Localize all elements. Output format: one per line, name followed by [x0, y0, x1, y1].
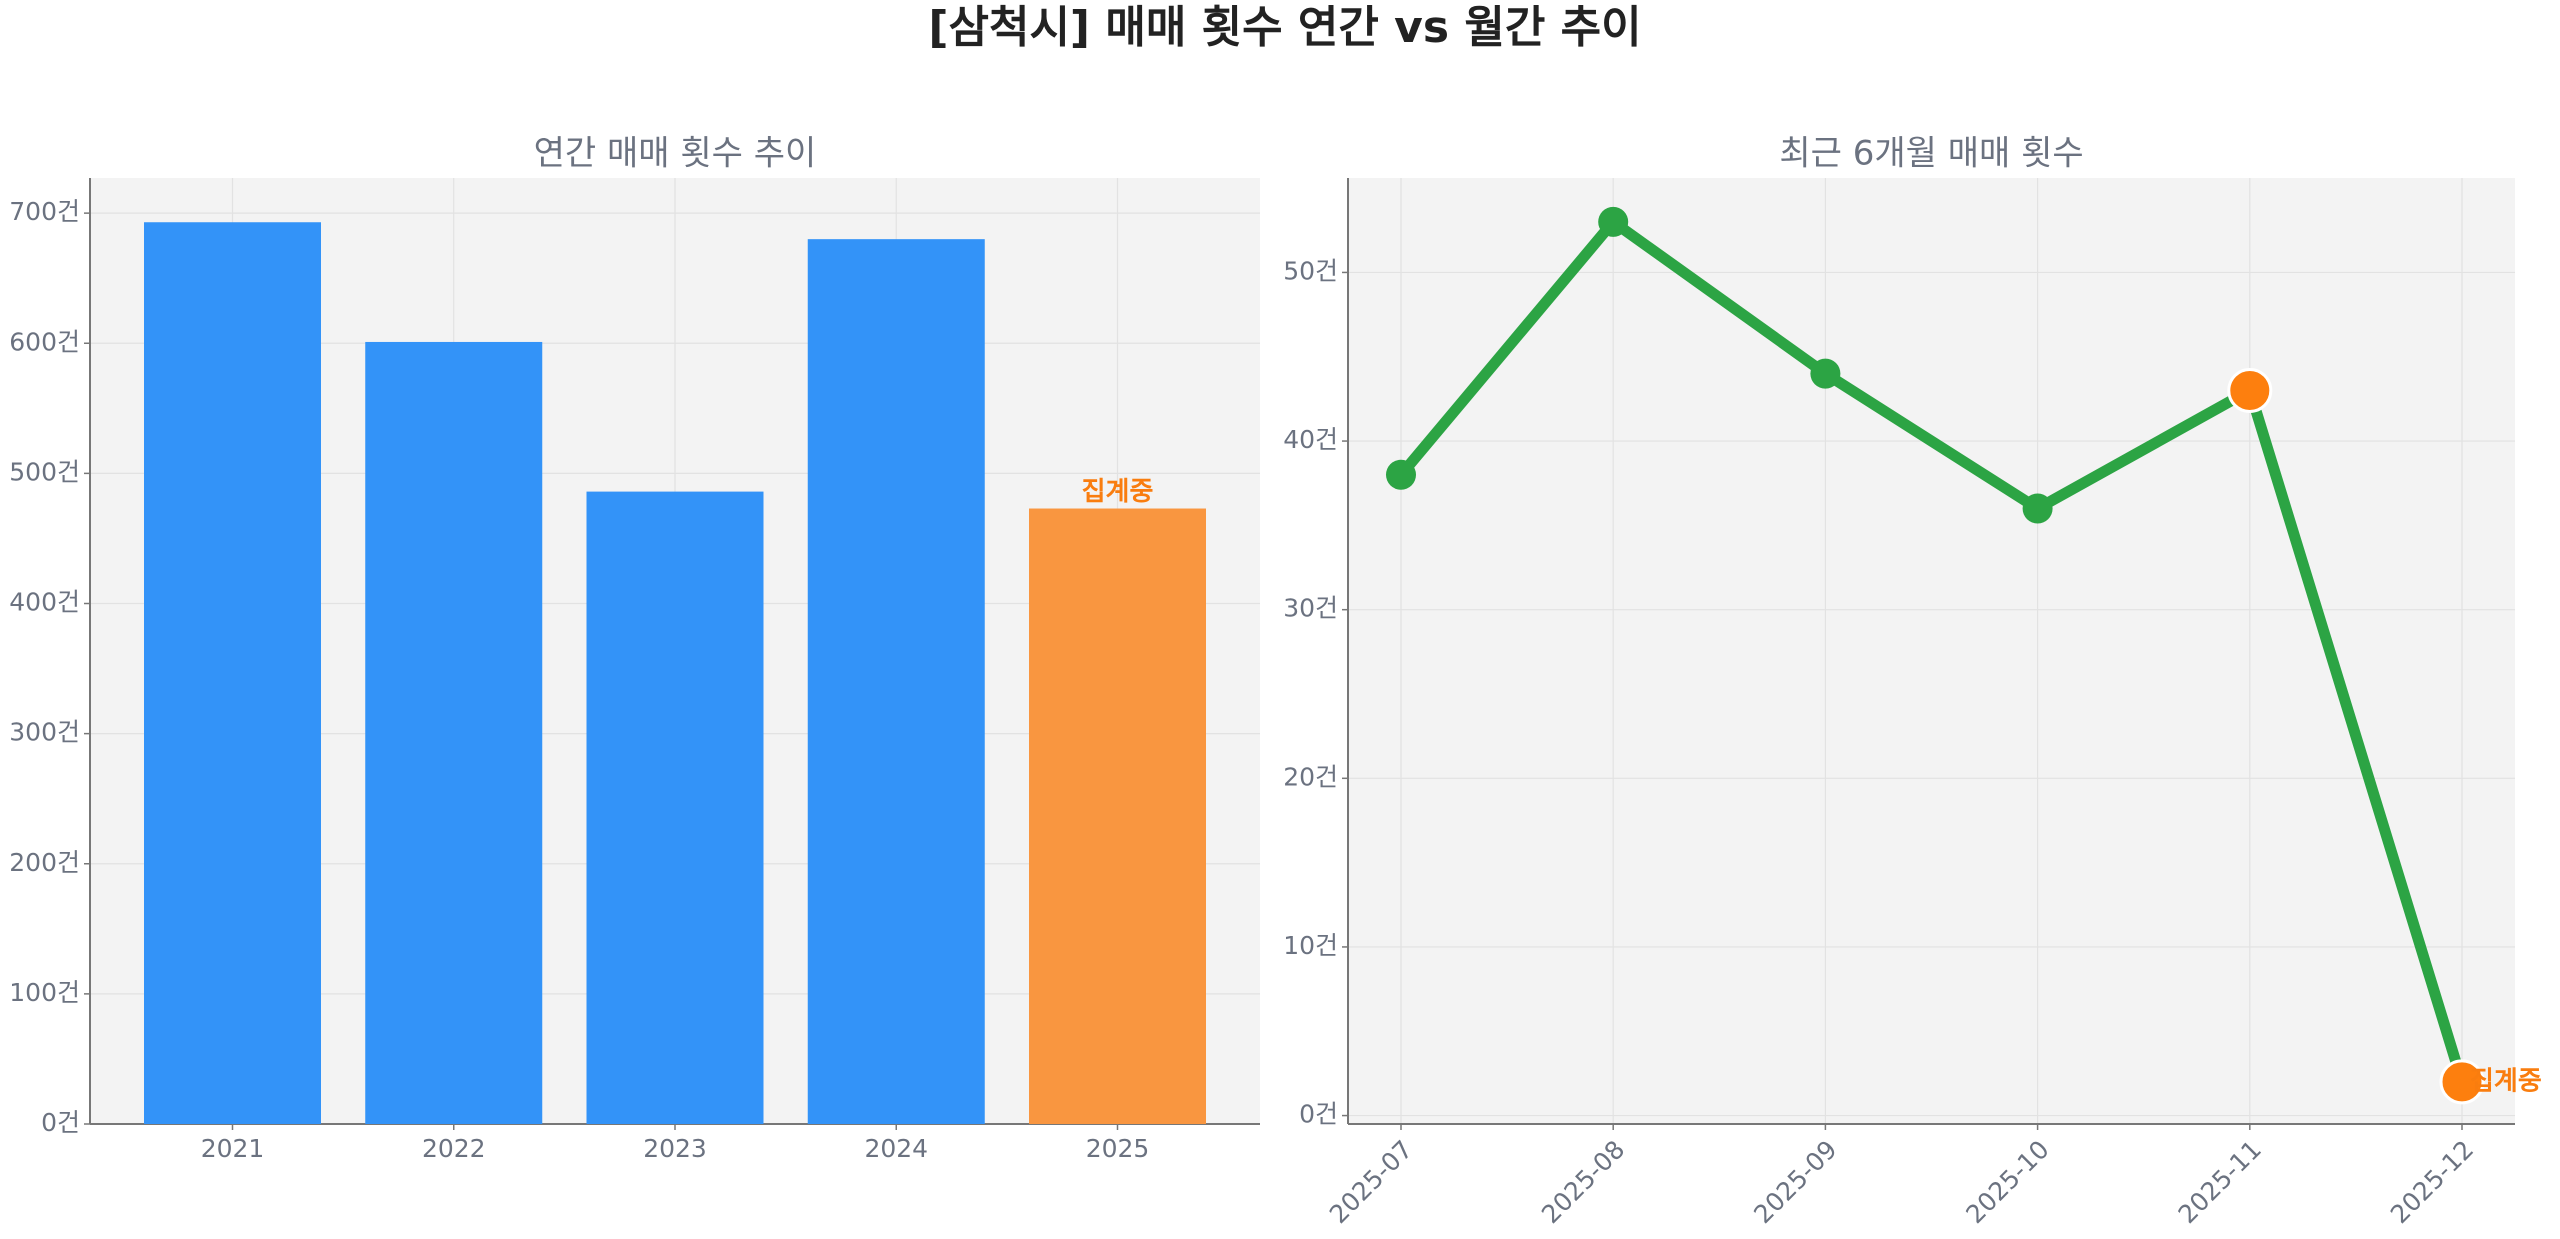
annotation: 집계중 [2470, 1066, 2542, 1096]
y-tick-label: 50건 [1283, 256, 1338, 285]
x-tick-label: 2025-09 [1748, 1135, 1842, 1229]
x-tick-label: 2021 [201, 1134, 265, 1163]
y-tick-label: 500건 [9, 457, 80, 486]
bar [807, 239, 985, 1124]
y-tick-label: 100건 [9, 978, 80, 1007]
y-tick-label: 700건 [9, 197, 80, 226]
x-tick-label: 2025-12 [2385, 1135, 2479, 1229]
marker [1386, 459, 1416, 490]
x-tick-label: 2025-11 [2173, 1135, 2267, 1229]
marker [1598, 206, 1629, 237]
chart-title: 최근 6개월 매매 횟수 [1779, 134, 2083, 174]
x-tick-label: 2022 [422, 1134, 486, 1163]
x-tick-label: 2025-07 [1324, 1135, 1418, 1229]
y-tick-label: 300건 [9, 718, 80, 747]
y-tick-label: 30건 [1283, 594, 1338, 623]
marker [2439, 1059, 2485, 1105]
chart-title: 연간 매매 횟수 추이 [534, 134, 817, 174]
bar [586, 491, 764, 1124]
y-tick-label: 0건 [1299, 1100, 1338, 1129]
y-tick-label: 10건 [1283, 931, 1338, 960]
line [1396, 216, 2468, 1084]
marker [2022, 493, 2053, 524]
y-tick-label: 20건 [1283, 762, 1338, 791]
y-tick-label: 200건 [9, 848, 80, 877]
annotation: 집계중 [1082, 477, 1154, 507]
x-tick-label: 2025-08 [1536, 1135, 1630, 1229]
y-tick-label: 40건 [1283, 425, 1338, 454]
bar [144, 222, 321, 1125]
x-tick-label: 2025-10 [1960, 1135, 2054, 1229]
y-tick-label: 400건 [9, 588, 80, 617]
plot-area [1348, 178, 2515, 1124]
bar [1029, 508, 1206, 1125]
marker [1810, 358, 1841, 389]
y-tick-label: 600건 [9, 327, 80, 356]
y-tick-label: 0건 [41, 1108, 80, 1137]
x-tick-label: 2025 [1086, 1134, 1150, 1163]
bar [365, 341, 543, 1124]
x-tick-label: 2023 [643, 1134, 707, 1163]
x-tick-label: 2024 [864, 1134, 928, 1163]
marker [2227, 367, 2273, 413]
figure-title: [삼척시] 매매 횟수 연간 vs 월간 추이 [928, 2, 1641, 53]
